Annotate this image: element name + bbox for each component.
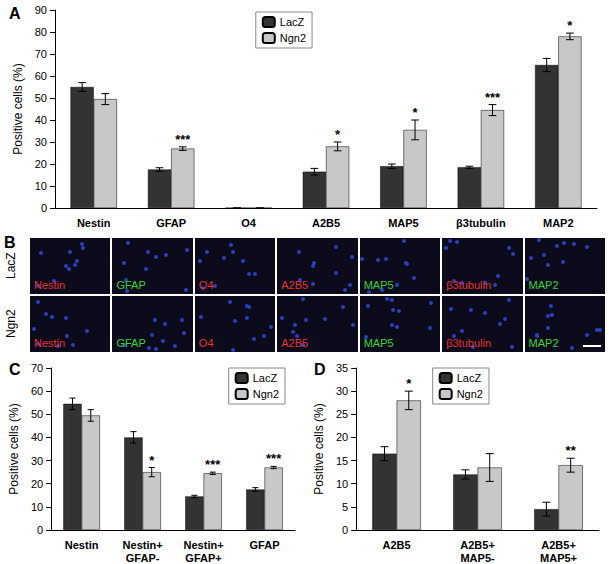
html-text:Ngn2: Ngn2: [4, 309, 18, 339]
svg-text:LacZ: LacZ: [457, 372, 482, 384]
svg-text:***: ***: [485, 90, 501, 105]
svg-text:MAP5+: MAP5+: [540, 552, 577, 564]
svg-text:GFAP: GFAP: [156, 217, 186, 229]
svg-text:40: 40: [31, 431, 43, 443]
html-text:A2B5: A2B5: [281, 337, 309, 349]
svg-text:20: 20: [31, 478, 43, 490]
svg-text:***: ***: [205, 457, 221, 472]
html-text:B: B: [4, 234, 16, 251]
svg-text:*: *: [335, 127, 341, 142]
svg-text:***: ***: [175, 132, 191, 147]
svg-text:20: 20: [35, 158, 47, 170]
svg-text:0: 0: [342, 524, 348, 536]
svg-text:GFAP+: GFAP+: [185, 552, 221, 564]
svg-text:MAP2: MAP2: [543, 217, 574, 229]
svg-text:GFAP: GFAP: [250, 539, 280, 551]
svg-text:**: **: [566, 443, 577, 458]
html-text:GFAP: GFAP: [116, 337, 146, 349]
svg-text:β3tubulin: β3tubulin: [456, 217, 506, 229]
svg-text:40: 40: [35, 114, 47, 126]
html-text:LacZ: LacZ: [4, 252, 18, 280]
svg-text:MAP5-: MAP5-: [460, 552, 495, 564]
svg-text:Positive cells (%): Positive cells (%): [7, 403, 21, 494]
svg-text:A2B5: A2B5: [383, 539, 411, 551]
html-text:MAP2: MAP2: [528, 337, 559, 349]
svg-text:70: 70: [31, 362, 43, 374]
html-text:Nestin: Nestin: [34, 279, 66, 291]
svg-text:Nestin: Nestin: [77, 217, 111, 229]
html-text:GFAP: GFAP: [116, 279, 146, 291]
svg-text:35: 35: [336, 362, 348, 374]
svg-text:30: 30: [35, 136, 47, 148]
html-text:Nestin: Nestin: [34, 337, 66, 349]
svg-text:*: *: [567, 18, 573, 33]
svg-text:LacZ: LacZ: [253, 372, 278, 384]
svg-text:LacZ: LacZ: [280, 16, 305, 28]
svg-text:Nestin+: Nestin+: [184, 539, 224, 551]
svg-text:***: ***: [266, 451, 282, 466]
svg-text:MAP5: MAP5: [388, 217, 419, 229]
svg-text:D: D: [314, 361, 326, 378]
svg-text:A: A: [9, 5, 21, 22]
svg-text:0: 0: [37, 524, 43, 536]
svg-text:0: 0: [41, 202, 47, 214]
svg-text:5: 5: [342, 501, 348, 513]
svg-text:30: 30: [31, 455, 43, 467]
svg-text:A2B5: A2B5: [312, 217, 340, 229]
svg-text:10: 10: [336, 478, 348, 490]
svg-text:Ngn2: Ngn2: [280, 32, 306, 44]
html-text:MAP5: MAP5: [363, 337, 394, 349]
html-text:β3tubulin: β3tubulin: [446, 279, 491, 291]
html-text:O4: O4: [198, 337, 214, 349]
svg-text:30: 30: [336, 385, 348, 397]
svg-text:Positive cells (%): Positive cells (%): [312, 403, 326, 494]
html-text:β3tubulin: β3tubulin: [446, 337, 491, 349]
svg-text:A2B5+: A2B5+: [460, 539, 495, 551]
svg-text:A2B5+: A2B5+: [541, 539, 576, 551]
svg-text:70: 70: [35, 48, 47, 60]
svg-text:GFAP-: GFAP-: [126, 552, 160, 564]
svg-text:Nestin+: Nestin+: [123, 539, 163, 551]
svg-text:50: 50: [31, 408, 43, 420]
svg-text:*: *: [413, 105, 419, 120]
svg-text:Ngn2: Ngn2: [253, 388, 279, 400]
svg-text:10: 10: [31, 501, 43, 513]
html-text:O4: O4: [198, 279, 214, 291]
svg-text:Nestin: Nestin: [65, 539, 99, 551]
html-text:MAP5: MAP5: [363, 279, 394, 291]
svg-text:60: 60: [35, 70, 47, 82]
svg-text:Ngn2: Ngn2: [457, 388, 483, 400]
svg-text:Positive cells (%): Positive cells (%): [11, 63, 25, 154]
html-text:A2B5: A2B5: [281, 279, 309, 291]
svg-text:20: 20: [336, 431, 348, 443]
svg-text:*: *: [406, 376, 412, 391]
svg-text:50: 50: [35, 92, 47, 104]
svg-text:O4: O4: [241, 217, 257, 229]
svg-text:80: 80: [35, 26, 47, 38]
svg-text:C: C: [9, 361, 21, 378]
svg-text:15: 15: [336, 455, 348, 467]
svg-text:10: 10: [35, 180, 47, 192]
svg-text:90: 90: [35, 4, 47, 16]
svg-text:*: *: [149, 453, 155, 468]
svg-text:60: 60: [31, 385, 43, 397]
svg-text:25: 25: [336, 408, 348, 420]
html-text:MAP2: MAP2: [528, 279, 559, 291]
